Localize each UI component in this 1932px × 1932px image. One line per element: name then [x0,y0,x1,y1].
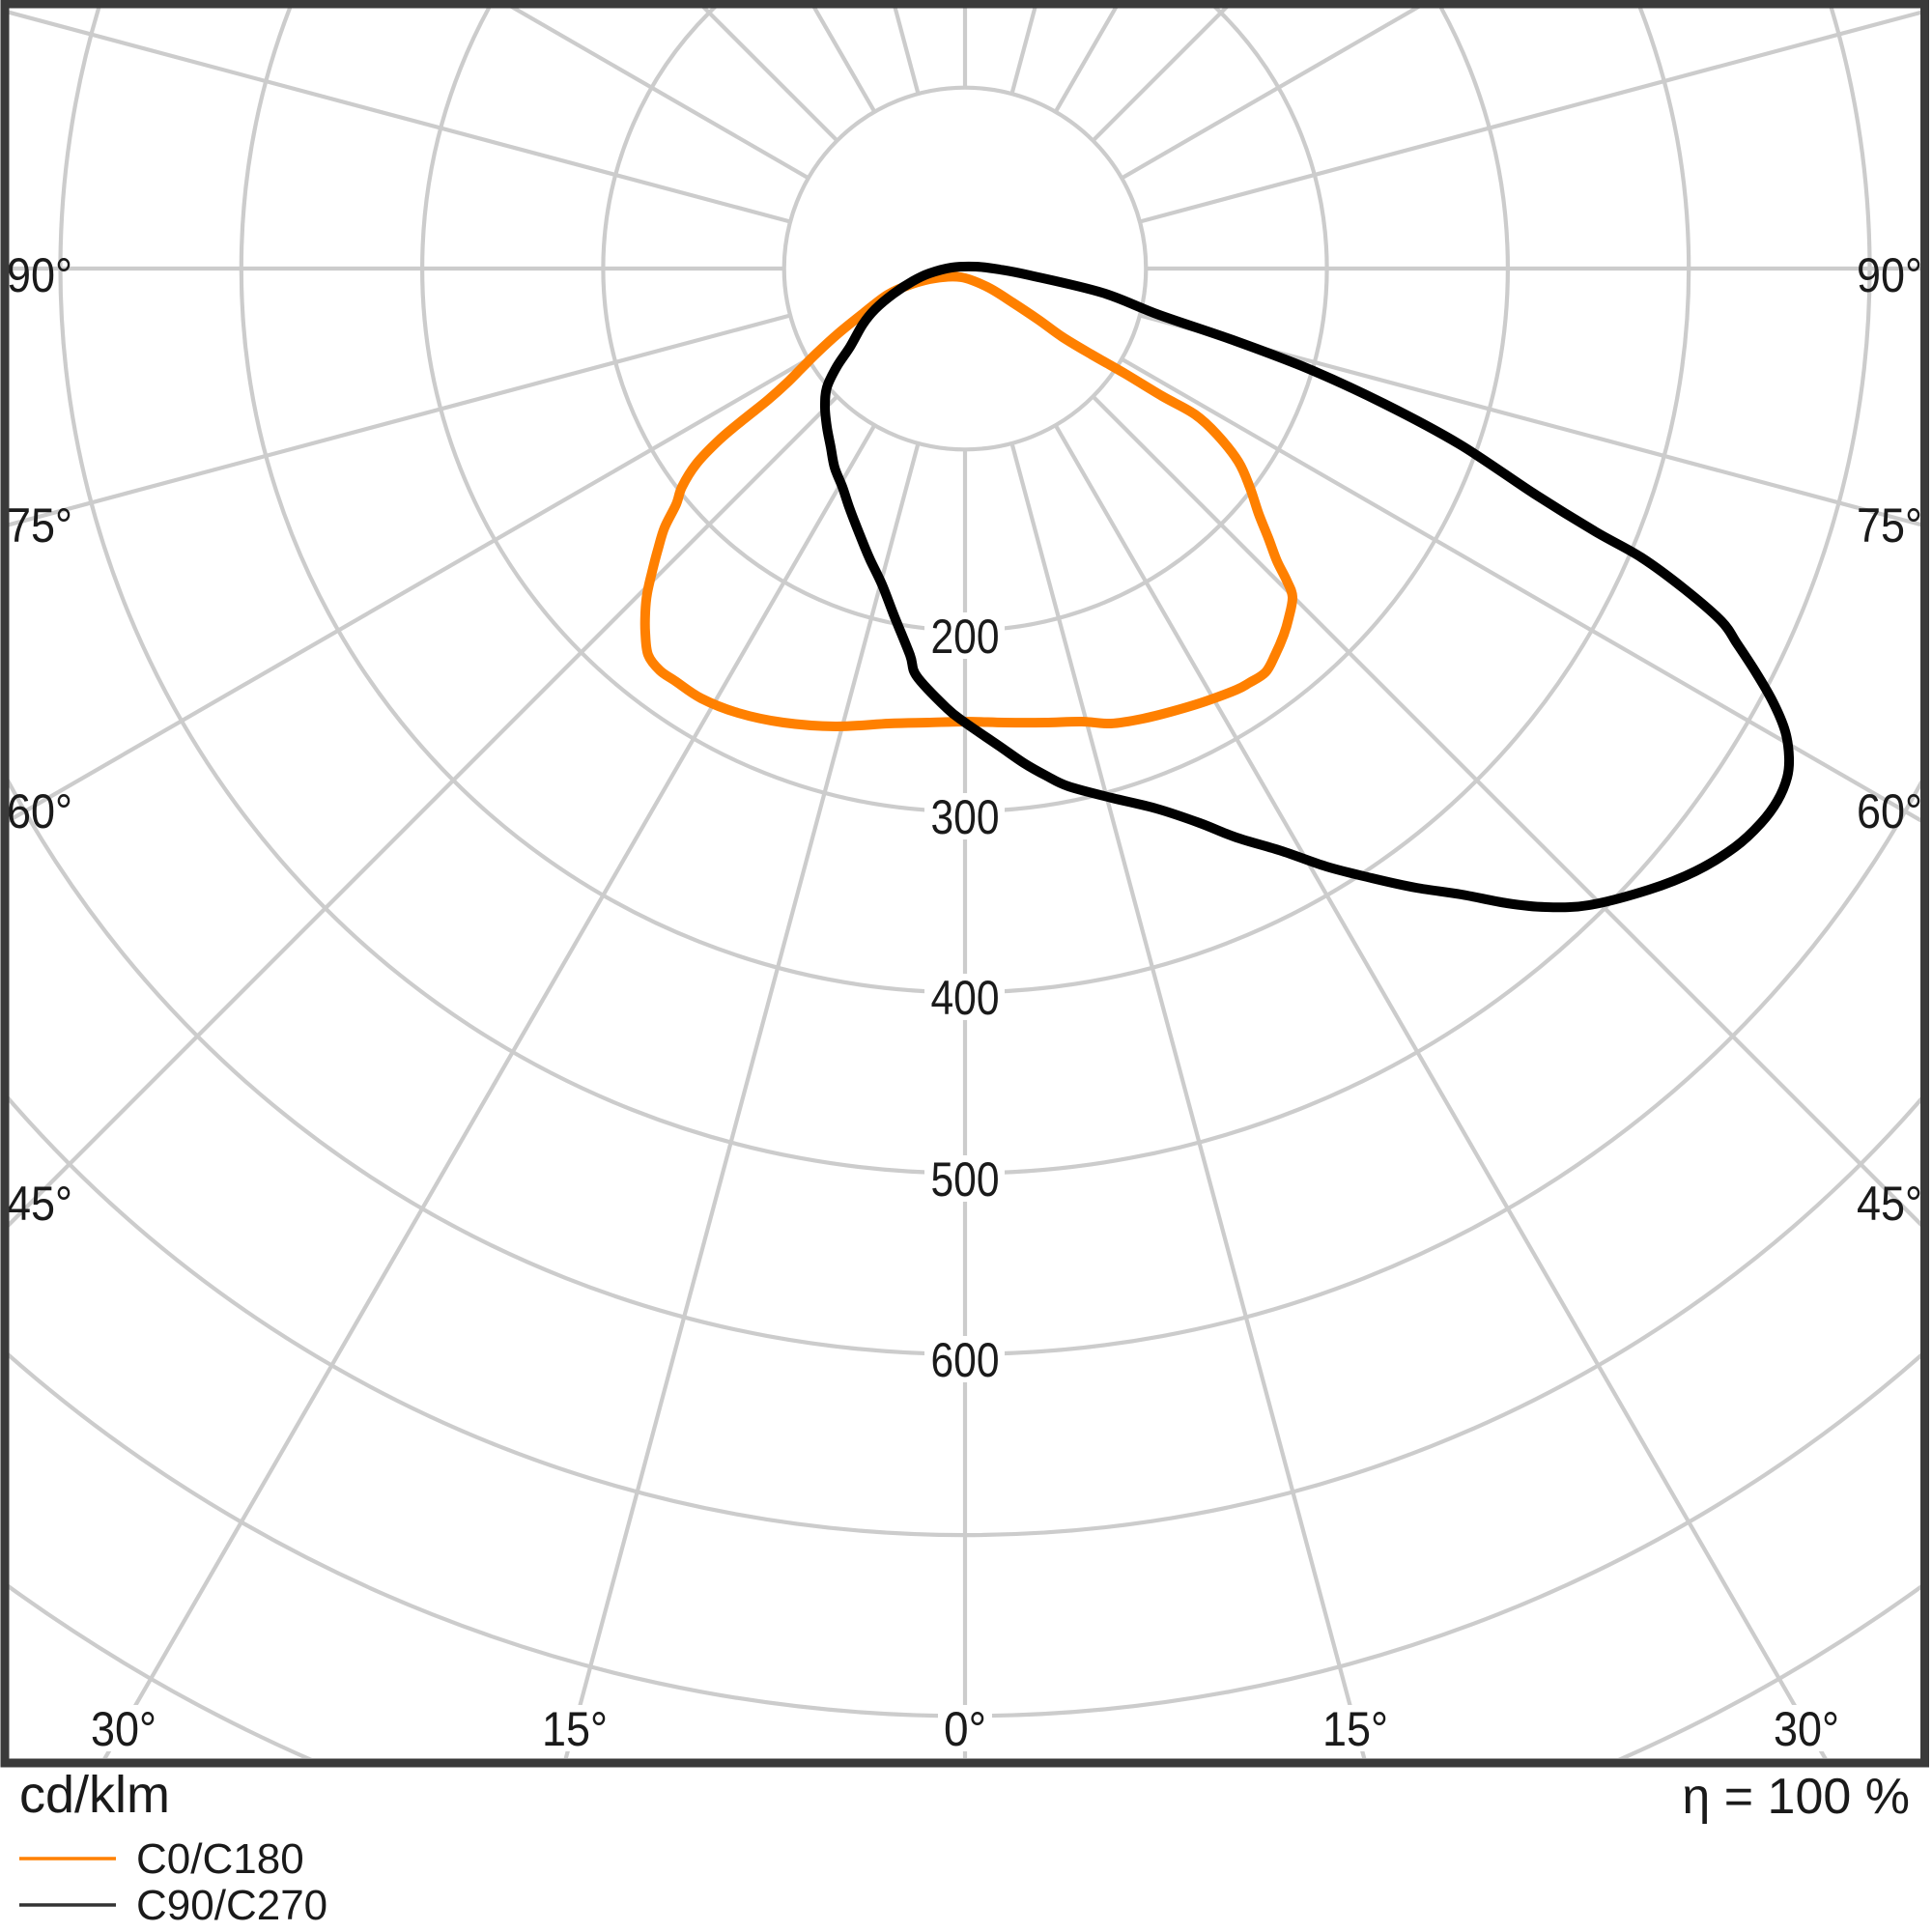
svg-text:75°: 75° [7,498,72,553]
svg-text:η = 100 %: η = 100 % [1682,1769,1910,1825]
svg-text:15°: 15° [1322,1702,1388,1756]
svg-text:200: 200 [931,610,1000,664]
svg-text:C90/C270: C90/C270 [136,1882,327,1929]
svg-text:60°: 60° [7,784,72,838]
svg-text:45°: 45° [7,1177,72,1231]
svg-text:300: 300 [931,790,1000,844]
svg-text:60°: 60° [1857,784,1922,838]
svg-text:15°: 15° [542,1702,608,1756]
svg-text:90°: 90° [1857,248,1922,302]
svg-text:C0/C180: C0/C180 [136,1835,304,1883]
svg-text:0°: 0° [944,1702,986,1756]
svg-text:30°: 30° [91,1702,156,1756]
svg-text:45°: 45° [1857,1177,1922,1231]
svg-text:90°: 90° [7,248,72,302]
svg-text:75°: 75° [1857,498,1922,553]
svg-text:30°: 30° [1774,1702,1839,1756]
svg-text:600: 600 [931,1333,1000,1387]
svg-text:400: 400 [931,971,1000,1025]
svg-text:500: 500 [931,1152,1000,1207]
svg-text:cd/klm: cd/klm [19,1766,170,1824]
